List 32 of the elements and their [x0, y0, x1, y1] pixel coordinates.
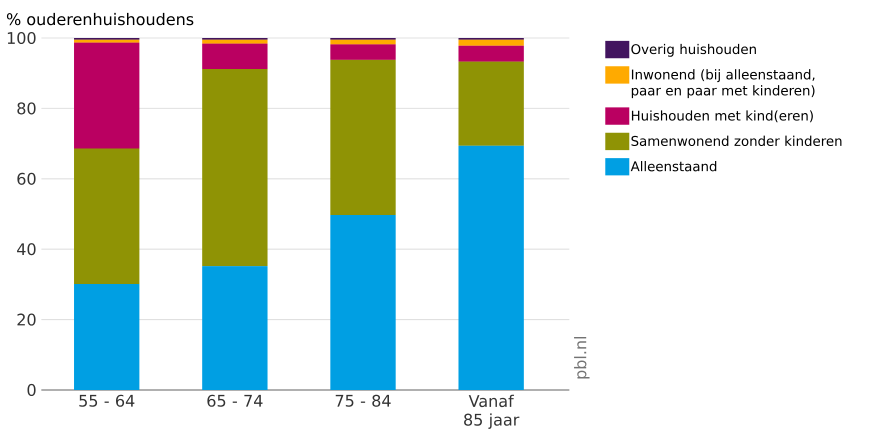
y-tick-label: 100 [8, 32, 36, 44]
legend-label: Overig huishouden [631, 44, 756, 57]
bar [330, 40, 396, 44]
bar [202, 68, 268, 266]
bar [330, 44, 396, 60]
bar [202, 40, 268, 44]
bar [458, 46, 524, 62]
legend-label: Alleenstaand [630, 161, 716, 172]
legend-label: Samenwonend zonder kinderen [631, 136, 842, 146]
bar [202, 44, 268, 69]
bar [74, 148, 140, 284]
y-tick-label: 0 [28, 384, 36, 396]
x-tick-label: Vanaf 85 jaar [464, 394, 520, 429]
legend-label: Huishouden met kind(eren) [632, 110, 813, 122]
y-tick-label: 60 [17, 172, 36, 185]
y-tick-label: 20 [17, 314, 36, 326]
x-tick-label: 75 - 84 [336, 394, 391, 407]
x-tick-label: 65 - 74 [207, 394, 263, 407]
bar [458, 62, 524, 146]
bar [458, 40, 524, 46]
bar [202, 266, 268, 390]
y-axis-title: % ouderenhuishoudens [6, 12, 194, 26]
text: pbl.nl [574, 336, 590, 378]
bar [74, 284, 140, 390]
y-tick-label: 40 [17, 243, 36, 256]
bar [330, 215, 396, 390]
legend-label: Inwonend (bij alleenstaand, paar en paar met kinderen) [632, 69, 814, 98]
bar [74, 42, 140, 149]
x-tick-label: 55 - 64 [79, 394, 134, 407]
bar [330, 60, 396, 216]
y-tick-label: 80 [17, 102, 36, 114]
bar [458, 146, 524, 390]
